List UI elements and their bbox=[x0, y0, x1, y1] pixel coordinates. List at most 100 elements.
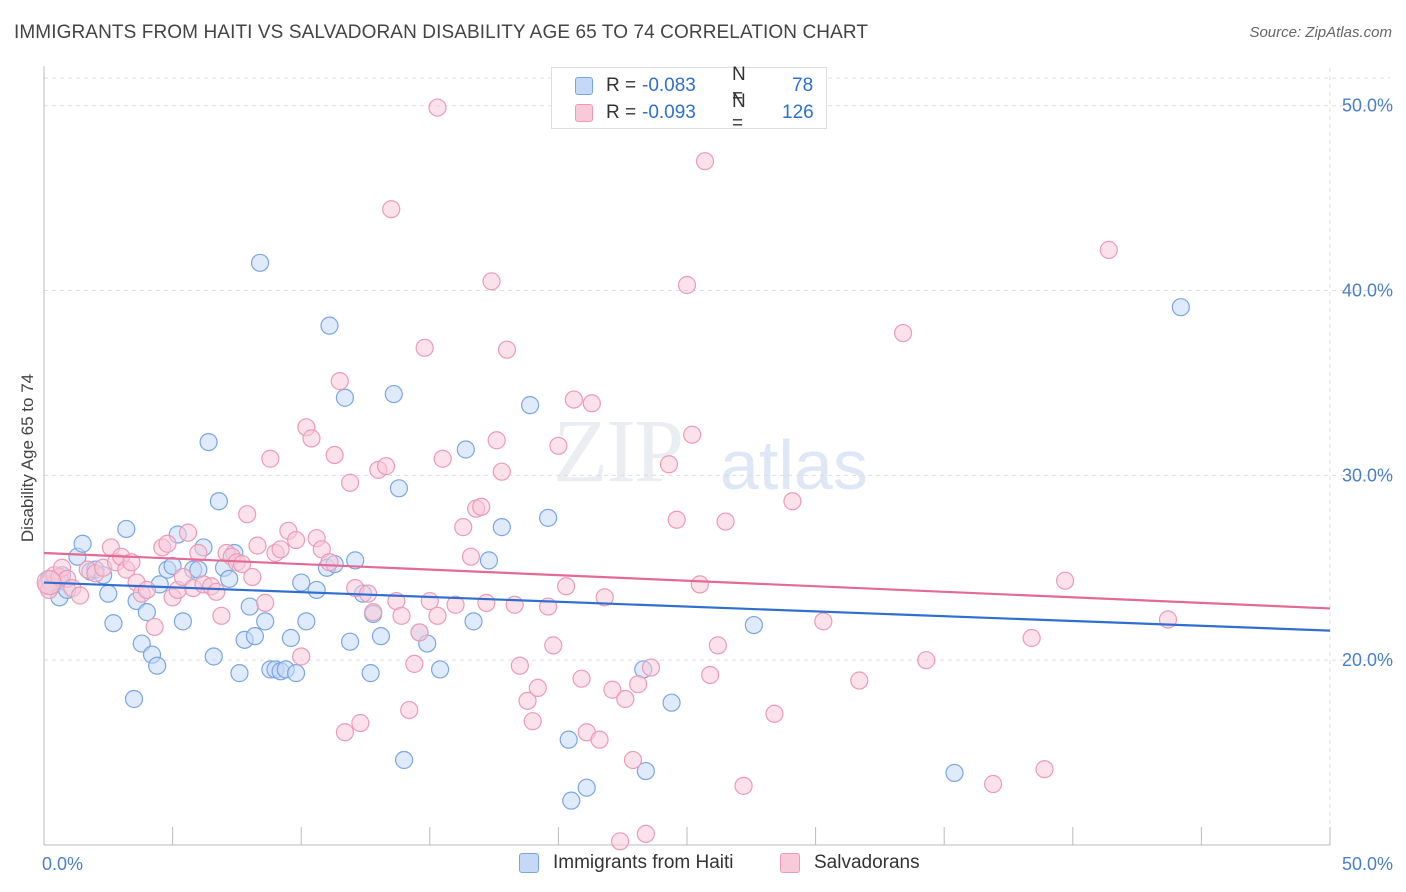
data-point bbox=[320, 553, 339, 572]
y-tick-label: 40.0% bbox=[1342, 281, 1393, 301]
legend-n-label: N = bbox=[732, 64, 746, 107]
series-immigrants-from-haiti bbox=[40, 253, 1190, 810]
data-point bbox=[492, 518, 511, 537]
data-point bbox=[893, 323, 913, 343]
chart-title: IMMIGRANTS FROM HAITI VS SALVADORAN DISA… bbox=[14, 22, 869, 43]
data-point bbox=[376, 457, 396, 476]
legend-row-haiti: R = -0.083 N = 78 bbox=[552, 64, 813, 107]
data-point bbox=[248, 536, 267, 555]
legend-r-label: R = bbox=[606, 75, 637, 96]
data-point bbox=[611, 832, 630, 851]
data-point bbox=[335, 723, 355, 742]
data-point bbox=[456, 440, 475, 459]
legend-n-label: N = bbox=[732, 91, 746, 134]
data-point bbox=[716, 512, 735, 531]
data-point bbox=[636, 761, 655, 781]
data-point bbox=[430, 660, 450, 679]
y-tick-label: 20.0% bbox=[1342, 650, 1393, 670]
data-point bbox=[325, 445, 344, 465]
data-point bbox=[351, 713, 370, 733]
data-point bbox=[163, 556, 182, 576]
legend-n-value: 78 bbox=[792, 75, 814, 96]
data-point bbox=[695, 152, 715, 171]
data-point bbox=[629, 675, 648, 694]
data-point bbox=[734, 776, 753, 795]
data-point bbox=[230, 664, 249, 683]
data-point bbox=[564, 390, 583, 409]
data-point bbox=[505, 595, 524, 614]
data-point bbox=[482, 272, 501, 291]
data-point bbox=[73, 534, 92, 553]
data-point bbox=[148, 656, 167, 675]
data-point bbox=[814, 612, 833, 631]
source-label: Source: ZipAtlas.com bbox=[1249, 24, 1392, 41]
x-tick-label: 50.0% bbox=[1342, 854, 1393, 874]
data-point bbox=[690, 575, 709, 594]
data-point bbox=[590, 730, 609, 749]
data-point bbox=[557, 577, 576, 596]
data-point bbox=[330, 372, 349, 391]
data-point bbox=[983, 774, 1003, 794]
data-point bbox=[428, 98, 447, 117]
data-point bbox=[394, 750, 414, 770]
legend-r-value: -0.093 bbox=[642, 102, 696, 123]
legend-row-salvadorans: R = -0.093 N = 126 bbox=[552, 91, 814, 134]
data-point bbox=[577, 778, 596, 797]
data-point bbox=[238, 505, 257, 524]
data-point bbox=[708, 636, 727, 655]
gridlines bbox=[44, 68, 1390, 845]
data-point bbox=[405, 654, 424, 673]
data-point bbox=[521, 396, 540, 415]
watermark-zip: ZIP bbox=[553, 402, 684, 501]
data-point bbox=[544, 636, 563, 655]
data-point bbox=[562, 791, 581, 810]
data-point bbox=[497, 340, 517, 359]
data-point bbox=[410, 623, 429, 642]
legend-swatch-haiti bbox=[519, 853, 539, 873]
data-point bbox=[1055, 571, 1075, 590]
data-point bbox=[667, 510, 686, 529]
data-point bbox=[1099, 240, 1118, 259]
data-point bbox=[683, 425, 702, 444]
data-point bbox=[446, 595, 465, 614]
watermark-atlas: atlas bbox=[720, 426, 868, 504]
legend-r-label: R = bbox=[606, 102, 637, 123]
legend-swatch-salvadorans bbox=[575, 104, 593, 122]
data-point bbox=[281, 628, 301, 648]
data-point bbox=[243, 567, 262, 587]
data-point bbox=[261, 449, 280, 468]
data-point bbox=[559, 730, 578, 749]
data-point bbox=[286, 530, 306, 550]
data-point bbox=[549, 436, 568, 455]
data-point bbox=[256, 593, 275, 612]
legend-swatch-haiti bbox=[575, 77, 593, 95]
data-point bbox=[662, 693, 681, 712]
data-point bbox=[302, 429, 321, 448]
data-point bbox=[292, 573, 311, 592]
trend-lines bbox=[43, 551, 1331, 632]
data-point bbox=[783, 492, 802, 511]
data-point bbox=[320, 316, 339, 335]
legend-item-haiti[interactable]: Immigrants from Haiti bbox=[519, 852, 734, 874]
data-point bbox=[178, 523, 198, 542]
data-point bbox=[572, 669, 591, 688]
data-point bbox=[1035, 760, 1054, 779]
data-point bbox=[250, 253, 270, 272]
data-point bbox=[510, 656, 529, 675]
y-tick-label: 30.0% bbox=[1342, 465, 1393, 485]
data-point bbox=[472, 497, 491, 516]
data-point bbox=[765, 704, 784, 723]
data-point bbox=[346, 551, 365, 570]
y-axis-label: Disability Age 65 to 74 bbox=[18, 374, 37, 542]
data-point bbox=[371, 627, 391, 646]
data-point bbox=[189, 543, 208, 563]
data-point bbox=[340, 473, 360, 492]
axes bbox=[43, 66, 1331, 846]
y-tick-label: 50.0% bbox=[1342, 96, 1393, 116]
data-point bbox=[207, 582, 226, 601]
legend-item-salvadorans[interactable]: Salvadorans bbox=[780, 852, 920, 874]
data-point bbox=[461, 547, 481, 566]
trend-line bbox=[43, 551, 1331, 610]
data-point bbox=[744, 615, 763, 635]
